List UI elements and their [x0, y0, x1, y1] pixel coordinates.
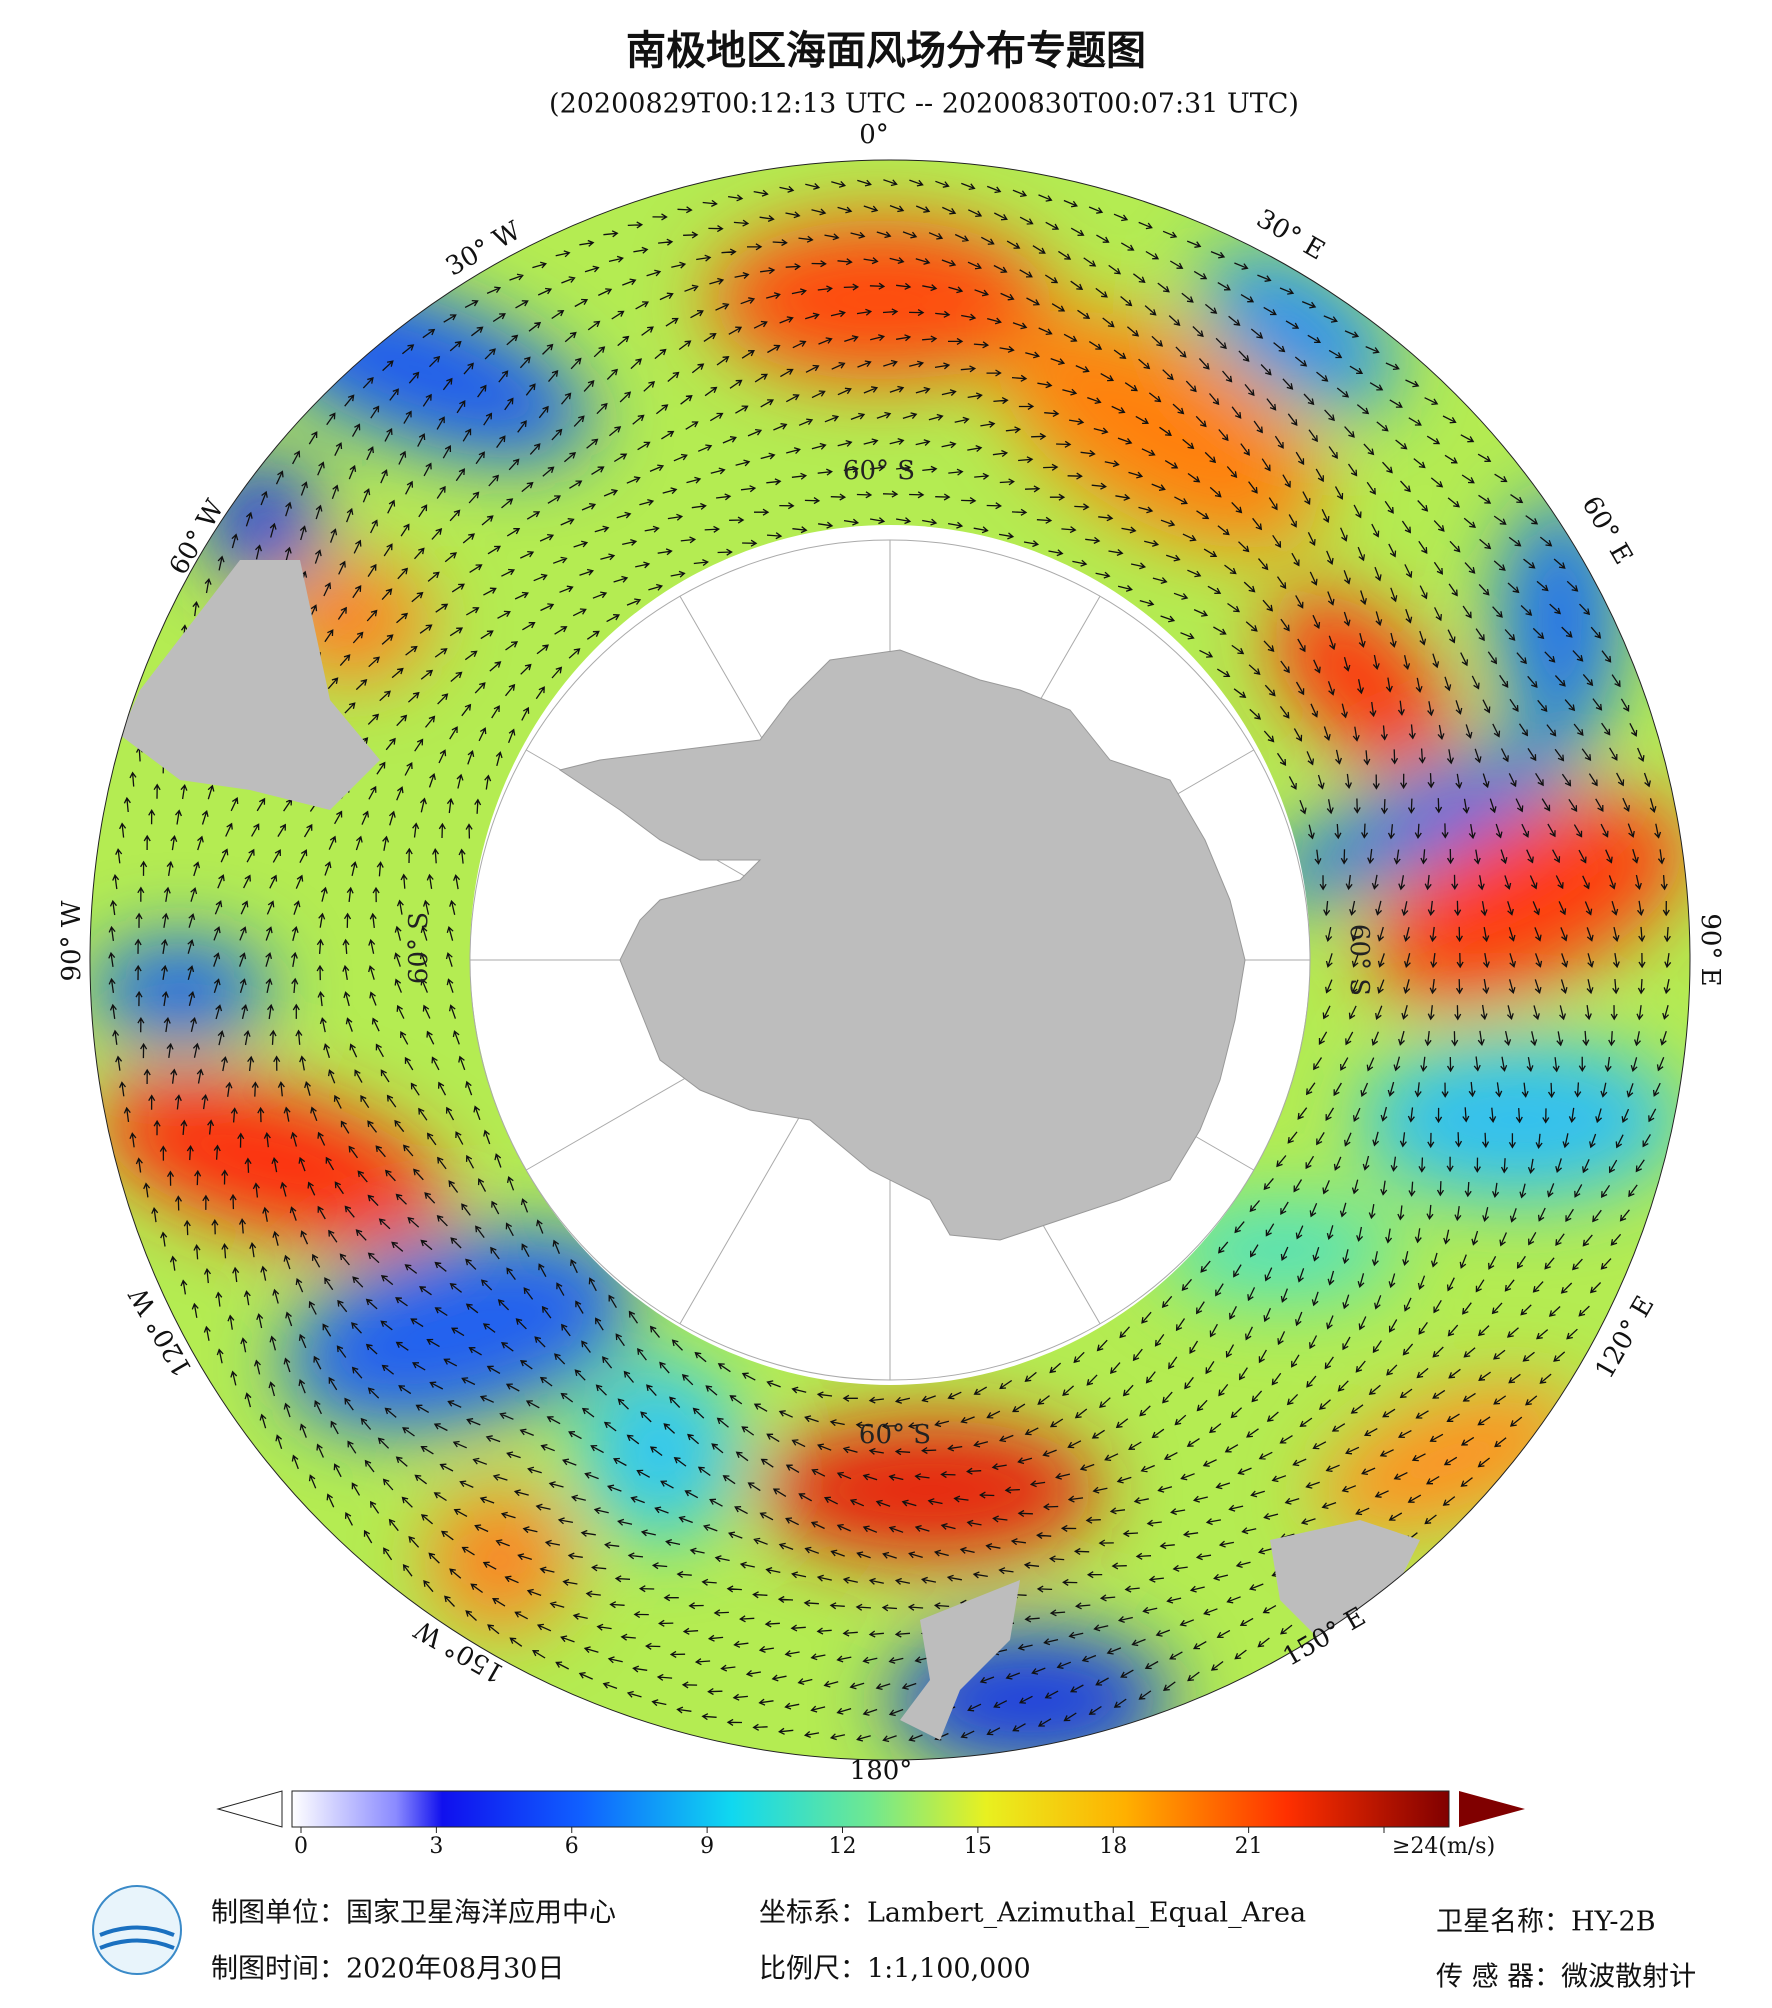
antarctica [558, 649, 1246, 1241]
footer-date: 制图时间：2020年08月30日 [211, 1954, 564, 1985]
wind-arrow-ring [342, 411, 1438, 1507]
wind-arrow-ring [393, 464, 1385, 1456]
lon-label: 90° W [57, 900, 87, 981]
colorbar-tick-label: 6 [565, 1834, 579, 1859]
map-border [89, 159, 1691, 1761]
colorbar: 0 3 6 9 12 15 18 21 ≥24(m/s) [216, 1790, 1525, 1859]
lat-label: 60° S [1344, 924, 1374, 996]
logo-wave [99, 1925, 175, 1950]
wind-arrow-ring [368, 437, 1411, 1481]
footer-scale: 比例尺：1:1,100,000 [759, 1954, 1031, 1985]
wind-arrow-ring [419, 490, 1360, 1430]
colorbar-over [1459, 1791, 1525, 1827]
land-south-america [120, 560, 380, 810]
colorbar-tick-label: 12 [829, 1834, 857, 1859]
colorbar-ramp [291, 1790, 1450, 1828]
lat-label: 60° S [859, 1420, 931, 1450]
footer-unit: 制图单位：国家卫星海洋应用中心 [211, 1898, 616, 1929]
colorbar-tick-label: 0 [294, 1834, 308, 1859]
footer-sensor: 传 感 器：微波散射计 [1436, 1962, 1696, 1993]
parallel [469, 539, 1311, 1381]
colorbar-tick-label: 21 [1235, 1834, 1263, 1859]
wind-arrow-ring [445, 517, 1333, 1404]
lat-label: 60° S [404, 912, 434, 984]
colorbar-tick-label: 15 [964, 1834, 992, 1859]
colorbar-tick-label: ≥24(m/s) [1392, 1834, 1495, 1859]
colorbar-tick-label: 3 [429, 1834, 443, 1859]
lon-label: 180° [850, 1756, 913, 1786]
footer: 制图单位：国家卫星海洋应用中心 制图时间：2020年08月30日 坐标系：Lam… [92, 1885, 1696, 1993]
lon-label: 0° [859, 120, 889, 150]
footer-crs: 坐标系：Lambert_Azimuthal_Equal_Area [759, 1898, 1306, 1929]
footer-satellite: 卫星名称：HY-2B [1436, 1907, 1656, 1938]
subtitle: (20200829T00:12:13 UTC -- 20200830T00:07… [549, 89, 1299, 120]
lat-label: 60° S [843, 456, 915, 486]
latitude-labels: 60° S 60° S 60° S 60° S [404, 456, 1374, 1450]
colorbar-under [216, 1790, 283, 1828]
title: 南极地区海面风场分布专题图 [626, 27, 1146, 74]
lon-label: 60° E [1576, 491, 1639, 570]
land-australia [1270, 1520, 1420, 1640]
logo [92, 1885, 182, 1975]
colorbar-tick-label: 9 [700, 1834, 714, 1859]
land-new-zealand [900, 1580, 1020, 1740]
colorbar-tick-label: 18 [1099, 1834, 1127, 1859]
lon-label: 90° E [1695, 913, 1725, 986]
